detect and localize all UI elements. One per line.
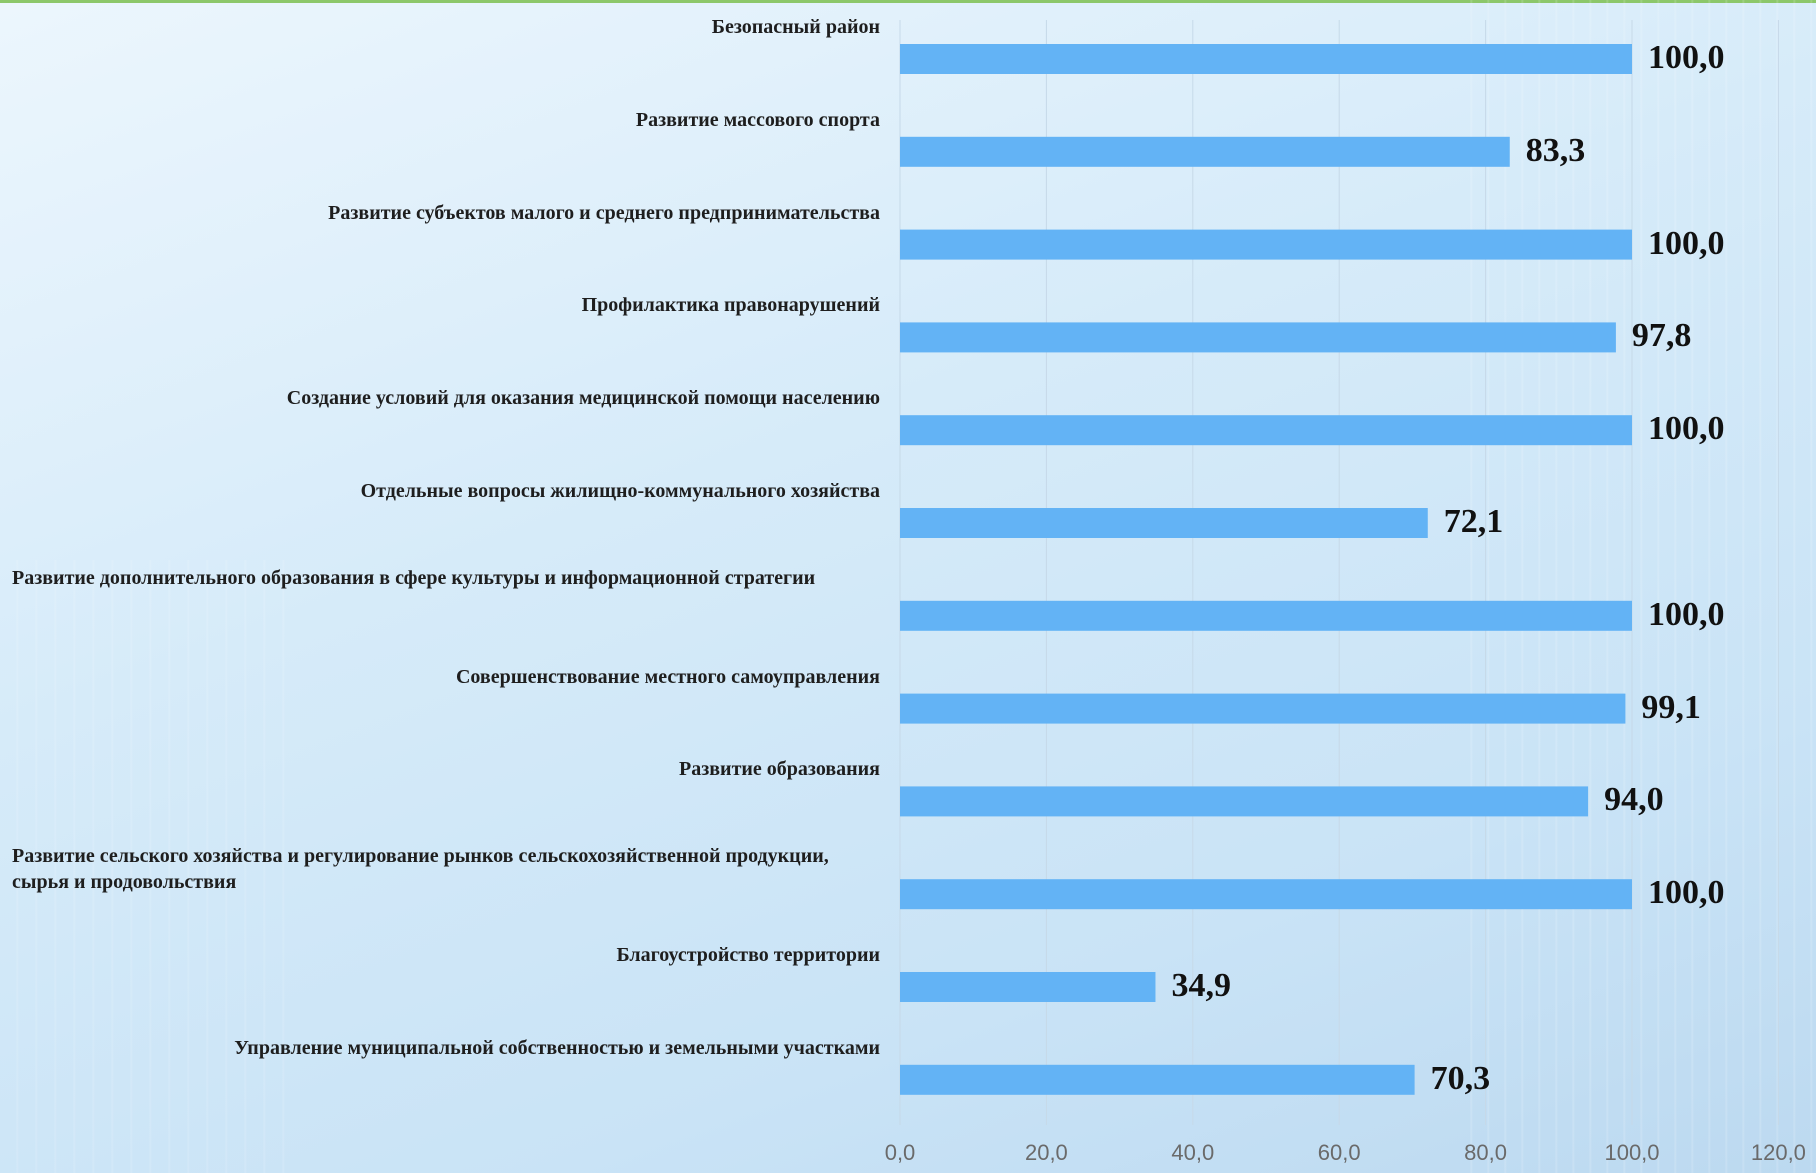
category-label: Развитие образования	[678, 758, 880, 781]
bar	[900, 879, 1632, 910]
category-label: Безопасный район	[711, 16, 880, 38]
x-tick-label: 100,0	[1604, 1140, 1660, 1165]
category-label: Создание условий для оказания медицинско…	[286, 387, 880, 410]
bar	[900, 322, 1616, 353]
x-tick-label: 40,0	[1171, 1140, 1215, 1165]
category-label: Развитие субъектов малого и среднего пре…	[328, 201, 880, 224]
bar	[900, 786, 1589, 817]
category-label: Профилактика правонарушений	[581, 294, 880, 317]
category-label: Благоустройство территории	[616, 944, 880, 966]
gridlines	[899, 20, 1779, 1125]
bar	[900, 600, 1632, 631]
category-label: Отдельные вопросы жилищно-коммунального …	[360, 480, 880, 502]
value-label: 94,0	[1604, 781, 1664, 819]
category-label: Развитие дополнительного образования в с…	[12, 566, 816, 589]
bar	[900, 44, 1632, 74]
bars	[900, 44, 1632, 1095]
x-tick-label: 20,0	[1024, 1140, 1068, 1165]
top-accent-line	[0, 0, 1816, 3]
value-label: 99,1	[1641, 688, 1701, 726]
value-label: 83,3	[1525, 131, 1586, 169]
bar	[900, 693, 1626, 724]
value-label: 100,0	[1648, 224, 1725, 262]
x-tick-label: 0,0	[884, 1140, 916, 1165]
background-stripes	[1456, 0, 1816, 1173]
value-label: 97,8	[1631, 317, 1692, 355]
category-label: Развитие массового спорта	[635, 108, 880, 131]
bar	[900, 415, 1632, 446]
category-label: Управление муниципальной собственностью …	[234, 1036, 880, 1059]
category-label: Совершенствование местного самоуправлени…	[455, 665, 880, 688]
x-tick-label: 120,0	[1750, 1140, 1806, 1165]
value-label: 100,0	[1648, 874, 1725, 912]
bar	[900, 136, 1510, 167]
value-label: 34,9	[1171, 967, 1231, 1004]
x-tick-label: 60,0	[1317, 1140, 1361, 1165]
x-tick-label: 80,0	[1464, 1140, 1508, 1165]
bar	[900, 508, 1428, 538]
value-label: 70,3	[1430, 1059, 1491, 1097]
bar	[900, 229, 1632, 260]
value-label: 72,1	[1443, 503, 1504, 540]
background-stripes-left	[0, 560, 300, 1173]
category-label: Развитие сельского хозяйства и регулиров…	[12, 845, 829, 894]
value-label: 100,0	[1648, 595, 1725, 633]
bar	[900, 972, 1156, 1002]
value-label: 100,0	[1648, 410, 1725, 448]
value-label: 100,0	[1648, 39, 1725, 76]
bar	[900, 1064, 1415, 1095]
